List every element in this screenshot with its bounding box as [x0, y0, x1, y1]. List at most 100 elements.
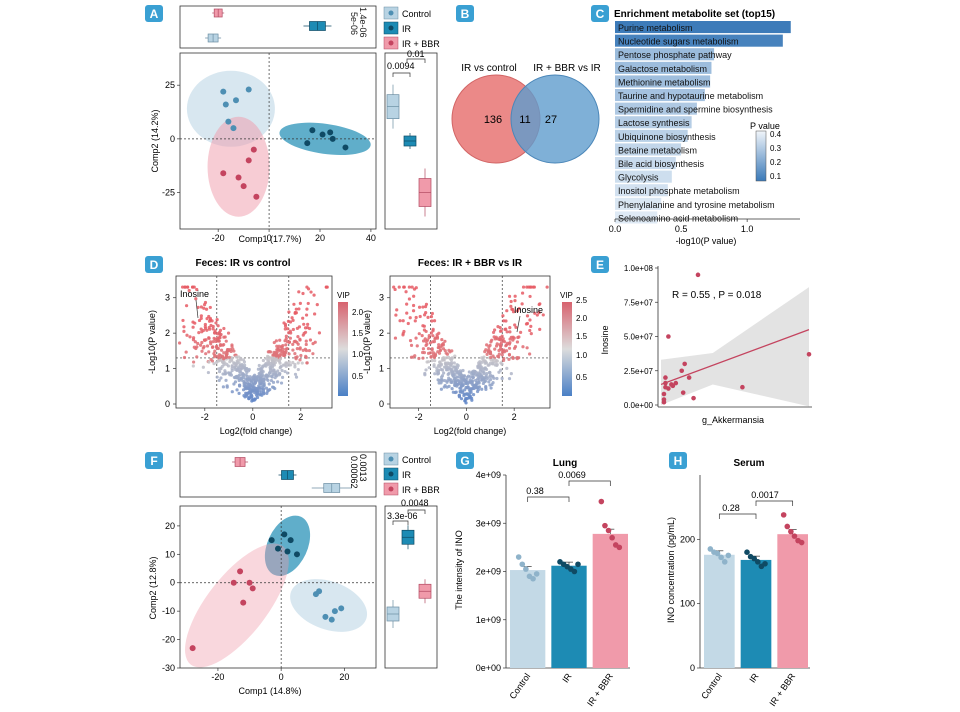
data-point — [680, 390, 686, 395]
data-point — [220, 170, 227, 177]
data-point — [309, 127, 316, 134]
volcano-point — [457, 370, 461, 374]
volcano-point — [302, 322, 306, 326]
data-point — [319, 131, 326, 138]
x-tick-label: 0 — [250, 412, 255, 422]
legend-f-irbbr: IR + BBR — [402, 485, 440, 495]
panel-f-label: F — [150, 454, 157, 468]
replicate-point — [725, 552, 732, 559]
volcano-point — [196, 341, 200, 346]
volcano-point — [296, 367, 300, 372]
volcano-point — [239, 367, 243, 371]
volcano-point — [192, 345, 196, 349]
volcano-point — [215, 360, 219, 364]
y-tick-label: 3e+09 — [476, 518, 501, 528]
data-point — [806, 352, 812, 357]
volcano-point — [293, 362, 297, 367]
volcano-point — [469, 387, 473, 391]
volcano-point — [192, 360, 196, 364]
volcano-point — [282, 353, 287, 357]
volcano-point — [184, 304, 189, 308]
volcano-point — [233, 367, 237, 371]
volcano-point — [443, 339, 447, 343]
volcano-point — [201, 365, 205, 369]
volcano-point — [237, 383, 242, 387]
volcano-point — [195, 355, 199, 359]
data-point — [249, 585, 256, 592]
y-tick-label: 1e+09 — [476, 615, 501, 625]
volcano-point — [293, 351, 297, 356]
volcano-point — [309, 290, 313, 294]
volcano-point — [286, 327, 290, 331]
volcano-point — [304, 313, 309, 317]
enrichment-label: Taurine and hypotaurine metabolism — [618, 91, 763, 101]
volcano-point — [287, 340, 291, 344]
volcano-point — [460, 375, 464, 380]
volcano-point — [513, 299, 517, 303]
volcano-point — [202, 344, 206, 349]
volcano-point — [219, 332, 223, 337]
data-point — [275, 545, 281, 552]
volcano-point — [184, 350, 188, 354]
bar — [740, 559, 772, 668]
panel-c-label: C — [596, 7, 605, 21]
volcano-point — [270, 356, 274, 360]
panel-f-xlabel: Comp1 (14.8%) — [238, 686, 301, 696]
replicate-point — [718, 554, 724, 561]
volcano-point — [284, 343, 288, 347]
volcano-point — [257, 393, 262, 397]
volcano-point — [304, 348, 309, 353]
volcano-point — [222, 351, 226, 355]
x-tick-label: -20 — [211, 672, 224, 682]
panel-h-pval-1: 0.28 — [722, 503, 740, 513]
volcano-point — [489, 355, 493, 360]
volcano-point — [437, 343, 441, 347]
y-tick-label: 0.0e+00 — [624, 401, 654, 410]
volcano-point — [238, 370, 243, 374]
volcano-point — [433, 372, 437, 376]
volcano-point — [436, 350, 440, 354]
volcano-point — [486, 349, 490, 353]
volcano-point — [462, 374, 467, 378]
volcano-point — [508, 326, 512, 330]
volcano-point — [260, 372, 264, 377]
volcano-point — [307, 348, 312, 353]
volcano-point — [444, 351, 448, 355]
volcano-point — [459, 386, 463, 391]
volcano-point — [255, 395, 260, 400]
panel-c-bars: Purine metabolism Nucleotide sugars metab… — [615, 21, 791, 224]
volcano-point — [507, 377, 512, 381]
volcano-point — [211, 339, 215, 344]
volcano-right-ylabel: -Log10(P value) — [362, 310, 372, 374]
data-point — [661, 391, 667, 397]
volcano-point — [243, 381, 247, 385]
volcano-point — [436, 371, 440, 375]
volcano-point — [199, 305, 203, 309]
volcano-point — [505, 309, 509, 313]
volcano-point — [417, 356, 421, 361]
volcano-point — [220, 364, 224, 369]
volcano-point — [500, 353, 504, 357]
volcano-point — [447, 348, 451, 352]
volcano-point — [488, 383, 492, 387]
panel-g-pval-2: 0.0069 — [558, 470, 586, 480]
volcano-point — [499, 361, 503, 365]
volcano-point — [532, 285, 536, 289]
panel-a-top-pval-1: 1.4e-06 — [358, 7, 368, 38]
volcano-point — [461, 368, 465, 373]
volcano-point — [393, 336, 398, 340]
volcano-point — [446, 355, 451, 359]
volcano-left-title: Feces: IR vs control — [195, 258, 290, 269]
x-tick-label: 0 — [279, 672, 284, 682]
volcano-point — [272, 385, 276, 390]
volcano-point — [426, 338, 430, 342]
volcano-point — [508, 330, 512, 334]
volcano-point — [227, 355, 231, 359]
volcano-point — [199, 327, 203, 331]
volcano-point — [482, 380, 487, 384]
panel-h-label: H — [674, 454, 683, 468]
volcano-point — [446, 372, 450, 376]
panel-a-plot-frame — [179, 52, 377, 230]
volcano-point — [429, 331, 433, 335]
volcano-point — [218, 328, 223, 332]
